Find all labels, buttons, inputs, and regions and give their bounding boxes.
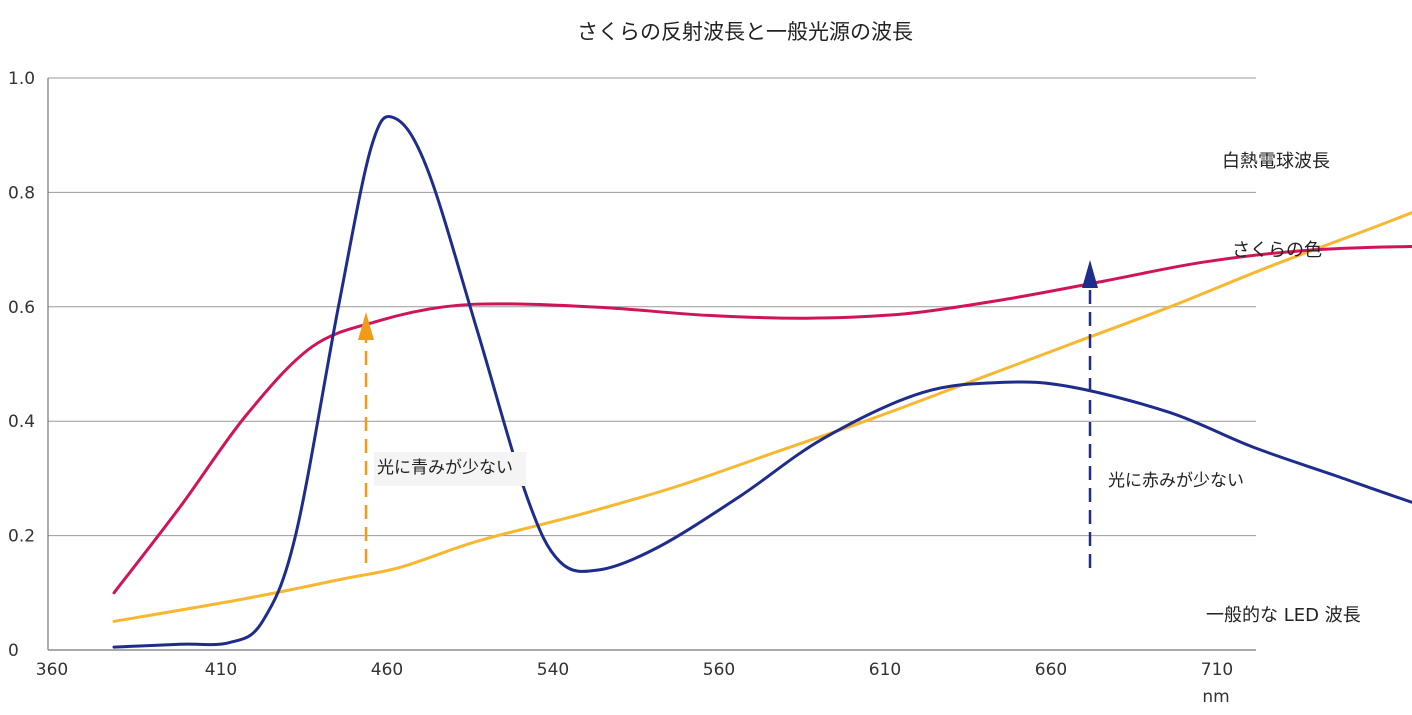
annotation-bg	[374, 452, 526, 486]
annotation-blue-shortage: 光に青みが少ない	[358, 312, 526, 563]
annotation-red-shortage: 光に赤みが少ない	[1082, 260, 1244, 568]
x-tick-label: 610	[869, 660, 901, 680]
legend-label-led: 一般的な LED 波長	[1206, 605, 1361, 626]
y-tick-label: 0.4	[8, 412, 35, 432]
x-tick-labels: 360 410 460 540 560 610 660 710	[36, 660, 1233, 680]
annotation-text-blue: 光に青みが少ない	[377, 458, 513, 478]
y-tick-label: 1.0	[8, 69, 35, 89]
chart-title: さくらの反射波長と一般光源の波長	[577, 20, 913, 44]
y-tick-label: 0	[8, 641, 19, 661]
x-tick-label: 410	[205, 660, 237, 680]
x-tick-label: 710	[1201, 660, 1233, 680]
x-tick-label: 660	[1035, 660, 1067, 680]
y-tick-label: 0.2	[8, 527, 35, 547]
x-tick-label: 360	[36, 660, 68, 680]
series-line-incandescent	[112, 211, 1412, 623]
y-tick-label: 0.8	[8, 183, 35, 203]
annotation-arrow-head	[358, 312, 374, 340]
annotation-arrow-head	[1082, 260, 1098, 288]
series-layer	[112, 114, 1412, 649]
x-axis-label: nm	[1202, 687, 1229, 707]
grid-layer	[47, 77, 1256, 651]
y-tick-label: 0.6	[8, 298, 35, 318]
legend-label-sakura: さくらの色	[1232, 240, 1322, 261]
x-tick-label: 540	[537, 660, 569, 680]
legend-label-incandescent: 白熱電球波長	[1222, 151, 1330, 172]
series-line-sakura	[112, 245, 1412, 595]
annotation-text-red: 光に赤みが少ない	[1108, 471, 1244, 491]
y-tick-labels: 0 0.2 0.4 0.6 0.8 1.0	[8, 69, 35, 661]
series-line-led	[112, 114, 1412, 649]
x-tick-label: 560	[703, 660, 735, 680]
x-tick-label: 460	[371, 660, 403, 680]
